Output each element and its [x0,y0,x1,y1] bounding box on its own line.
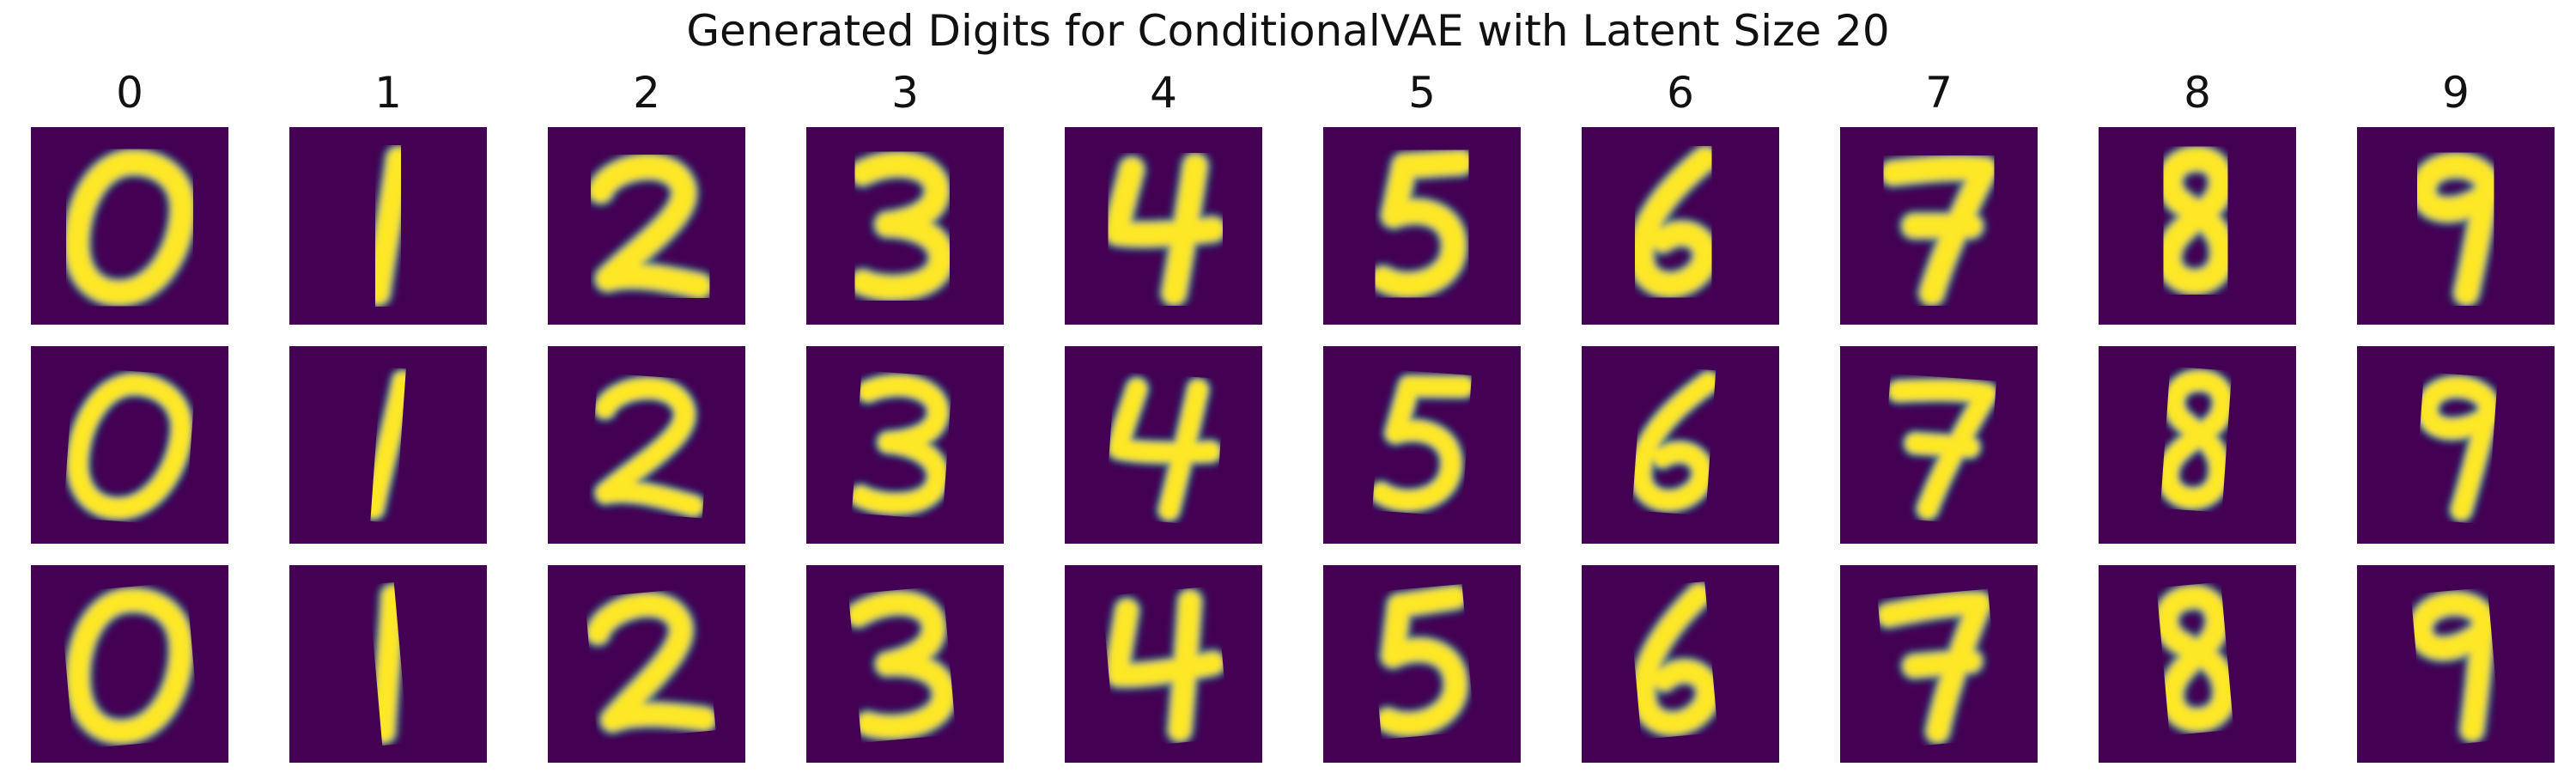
digit-sample-3 [806,346,1004,544]
digit-sample-8 [2099,346,2296,544]
digit-sample-4 [1065,565,1262,763]
digit-sample-4 [1065,346,1262,544]
digit-sample-9 [2357,346,2555,544]
column-label-6: 6 [1667,68,1694,118]
digit-image [584,150,716,302]
column-label-7: 7 [1925,68,1953,118]
digit-sample-6 [1582,346,1779,544]
digit-sample-6 [1582,565,1779,763]
column-label-8: 8 [2184,68,2211,118]
column-label-2: 2 [633,68,660,118]
digit-sample-2 [548,346,745,544]
digit-sample-8 [2099,565,2296,763]
digit-image [1104,374,1225,525]
figure-title: Generated Digits for ConditionalVAE with… [686,6,1890,56]
digit-sample-0 [31,565,228,763]
digit-sample-7 [1840,127,2038,325]
digit-sample-2 [548,127,745,325]
digit-image [1367,372,1478,515]
digit-image [1626,368,1723,515]
digit-image [1101,149,1230,309]
digit-image [63,369,196,523]
digit-sample-9 [2357,127,2555,325]
digit-image [2153,143,2239,299]
column-label-4: 4 [1150,68,1177,118]
digit-image [1628,579,1723,740]
digit-image [60,146,199,309]
digit-image [1366,146,1478,301]
digit-sample-5 [1323,565,1521,763]
digit-image [2150,581,2240,736]
digit-sample-1 [289,346,487,544]
digit-image [1103,586,1229,746]
digit-image [1873,587,1996,747]
digit-sample-8 [2099,127,2296,325]
column-label-3: 3 [891,68,919,118]
column-label-0: 0 [116,68,143,118]
digit-image [591,374,708,520]
digit-image [359,367,417,523]
digit-image [2405,587,2500,746]
column-label-9: 9 [2442,68,2470,118]
digit-image [582,588,720,736]
digit-sample-4 [1065,127,1262,325]
digit-sample-1 [289,127,487,325]
digit-image [62,584,197,748]
column-label-5: 5 [1408,68,1436,118]
digit-sample-3 [806,565,1004,763]
digit-image [368,581,409,747]
digit-image [842,587,960,743]
digit-sample-7 [1840,565,2038,763]
digit-sample-3 [806,127,1004,325]
digit-sample-6 [1582,127,1779,325]
digit-image [846,371,952,519]
digit-sample-5 [1323,346,1521,544]
digit-image [1625,143,1722,301]
digit-sample-9 [2357,565,2555,763]
digit-sample-7 [1840,346,2038,544]
digit-image [2154,366,2238,513]
digit-image [2408,149,2504,309]
digit-sample-5 [1323,127,1521,325]
digit-image [1884,375,2002,523]
digit-image [2413,373,2504,525]
digit-image [846,148,958,305]
digit-sample-1 [289,565,487,763]
digit-sample-0 [31,127,228,325]
digit-sample-0 [31,346,228,544]
digit-image [361,143,416,309]
column-label-1: 1 [374,68,402,118]
digit-image [1876,151,2002,309]
digit-image [1372,581,1472,740]
digit-sample-2 [548,565,745,763]
